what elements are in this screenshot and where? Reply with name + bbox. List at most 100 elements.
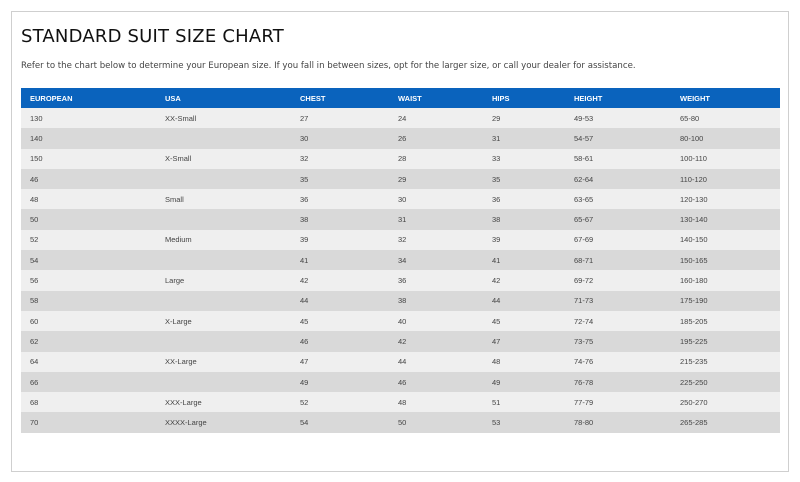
table-row: 66 49 46 49 76-78 225-250 [21, 371, 780, 393]
table-cell [156, 209, 291, 230]
table-cell: 68 [21, 392, 156, 413]
table-cell: 48 [21, 189, 156, 210]
description: Refer to the chart below to determine yo… [21, 61, 636, 71]
table-cell: 29 [389, 168, 483, 190]
table-cell: 71-73 [565, 290, 671, 311]
table-cell: Large [156, 270, 291, 291]
table-row: 140 30 26 31 54-57 80-100 [21, 128, 780, 149]
table-cell: 195-225 [671, 331, 780, 352]
table-row: 58 44 38 44 71-73 175-190 [21, 290, 780, 311]
table-cell: 45 [483, 310, 565, 332]
table-cell: 110-120 [671, 168, 780, 190]
table-cell: 46 [21, 168, 156, 190]
table-cell: 265-285 [671, 412, 780, 433]
table-cell: Medium [156, 229, 291, 251]
table-cell: 65-67 [565, 209, 671, 230]
table-cell: 30 [389, 189, 483, 210]
table-cell: 32 [389, 229, 483, 251]
column-header: HIPS [483, 88, 565, 108]
table-cell: 41 [291, 250, 389, 271]
table-cell: 35 [291, 168, 389, 190]
table-cell: 46 [389, 371, 483, 393]
table-cell: 40 [389, 310, 483, 332]
table-cell: 35 [483, 168, 565, 190]
table-cell: 120-130 [671, 189, 780, 210]
table-cell: 60 [21, 310, 156, 332]
table-cell: 39 [483, 229, 565, 251]
table-cell: 67-69 [565, 229, 671, 251]
table-cell: 44 [483, 290, 565, 311]
table-cell: 58 [21, 290, 156, 311]
table-row: 48 Small 36 30 36 63-65 120-130 [21, 189, 780, 210]
table-cell: 140 [21, 128, 156, 149]
table-cell [156, 331, 291, 352]
table-cell: 30 [291, 128, 389, 149]
table-row: 70 XXXX-Large 54 50 53 78-80 265-285 [21, 412, 780, 433]
panel [11, 11, 789, 472]
table-cell: 53 [483, 412, 565, 433]
table-cell: 160-180 [671, 270, 780, 291]
table-cell: 150 [21, 148, 156, 169]
table-row: 50 38 31 38 65-67 130-140 [21, 209, 780, 230]
table-cell: 70 [21, 412, 156, 433]
column-header: EUROPEAN [21, 88, 156, 108]
table-cell: 49-53 [565, 108, 671, 129]
table-cell: 150-165 [671, 250, 780, 271]
table-cell: 39 [291, 229, 389, 251]
table-cell: 47 [291, 351, 389, 372]
title: STANDARD SUIT SIZE CHART [21, 26, 284, 47]
table-cell: 100-110 [671, 148, 780, 169]
table-cell [156, 290, 291, 311]
table-cell [156, 128, 291, 149]
table-cell: 54 [291, 412, 389, 433]
table-row: 64 XX-Large 47 44 48 74-76 215-235 [21, 351, 780, 372]
table-cell: 52 [21, 229, 156, 251]
table-cell: 26 [389, 128, 483, 149]
table-cell: 65-80 [671, 108, 780, 129]
table-cell: 69-72 [565, 270, 671, 291]
table-cell: 215-235 [671, 351, 780, 372]
table-cell: 64 [21, 351, 156, 372]
table-cell: 140-150 [671, 229, 780, 251]
table-cell: 250-270 [671, 392, 780, 413]
table-cell: XX-Small [156, 108, 291, 129]
table-row: 46 35 29 35 62-64 110-120 [21, 168, 780, 190]
table-cell [156, 168, 291, 190]
table-row: 62 46 42 47 73-75 195-225 [21, 331, 780, 352]
table-cell: X-Large [156, 310, 291, 332]
table-cell: 78-80 [565, 412, 671, 433]
table-cell: 175-190 [671, 290, 780, 311]
column-header: USA [156, 88, 291, 108]
table-row: 52 Medium 39 32 39 67-69 140-150 [21, 229, 780, 251]
table-cell: 38 [291, 209, 389, 230]
table-cell: 72-74 [565, 310, 671, 332]
size-table: EUROPEAN USA CHEST WAIST HIPS HEIGHT WEIGHT 13… [21, 88, 780, 433]
header-row: EUROPEAN USA CHEST WAIST HIPS HEIGHT WEIGHT [21, 88, 780, 108]
table-cell: 66 [21, 371, 156, 393]
table-cell: 32 [291, 148, 389, 169]
table-cell: X-Small [156, 148, 291, 169]
table-cell: 24 [389, 108, 483, 129]
table-cell: 42 [483, 270, 565, 291]
table-cell: 47 [483, 331, 565, 352]
table-cell: 63-65 [565, 189, 671, 210]
column-header: CHEST [291, 88, 389, 108]
table-cell: 41 [483, 250, 565, 271]
table-cell: 51 [483, 392, 565, 413]
table-cell: 29 [483, 108, 565, 129]
table-cell: 31 [389, 209, 483, 230]
table-cell: 54-57 [565, 128, 671, 149]
table-cell: 52 [291, 392, 389, 413]
column-header: WAIST [389, 88, 483, 108]
table-cell: 36 [483, 189, 565, 210]
table-row: 130 XX-Small 27 24 29 49-53 65-80 [21, 108, 780, 129]
table-cell: 56 [21, 270, 156, 291]
table-cell: 49 [291, 371, 389, 393]
table-cell: 62-64 [565, 168, 671, 190]
table-row: 150 X-Small 32 28 33 58-61 100-110 [21, 148, 780, 169]
table-cell: 185-205 [671, 310, 780, 332]
table-cell: 45 [291, 310, 389, 332]
table-cell: XX-Large [156, 351, 291, 372]
table-cell: 38 [389, 290, 483, 311]
